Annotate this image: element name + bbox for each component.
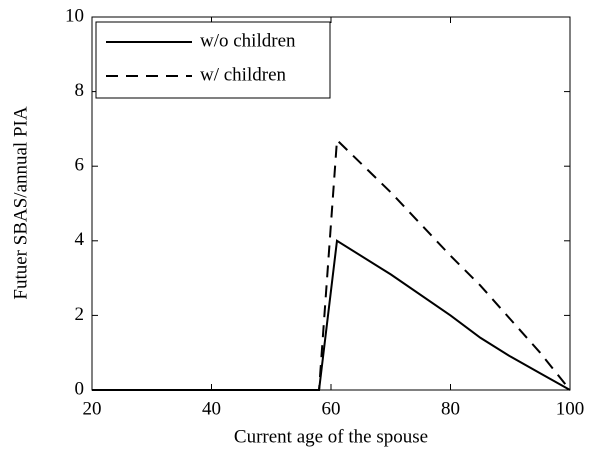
x-tick-label: 60	[322, 398, 341, 419]
plot-frame	[91, 16, 571, 391]
y-tick-label: 8	[75, 80, 85, 101]
y-tick-label: 10	[65, 5, 84, 26]
line	[92, 137, 571, 391]
x-tick-label: 20	[83, 398, 102, 419]
legend-label: w/ children	[200, 64, 287, 85]
x-axis-label: Current age of the spouse	[234, 426, 428, 447]
x-tick-label: 40	[202, 398, 221, 419]
x-tick-label: 80	[441, 398, 460, 419]
y-axis-label: Futuer SBAS/annual PIA	[10, 106, 31, 299]
y-tick-label: 0	[75, 378, 85, 399]
y-tick-label: 2	[75, 304, 85, 325]
line	[92, 239, 571, 391]
y-tick-label: 6	[75, 155, 85, 176]
y-tick-label: 4	[75, 229, 85, 250]
legend-box	[95, 21, 331, 99]
legend-label: w/o children	[200, 30, 296, 51]
x-tick-label: 100	[556, 398, 585, 419]
